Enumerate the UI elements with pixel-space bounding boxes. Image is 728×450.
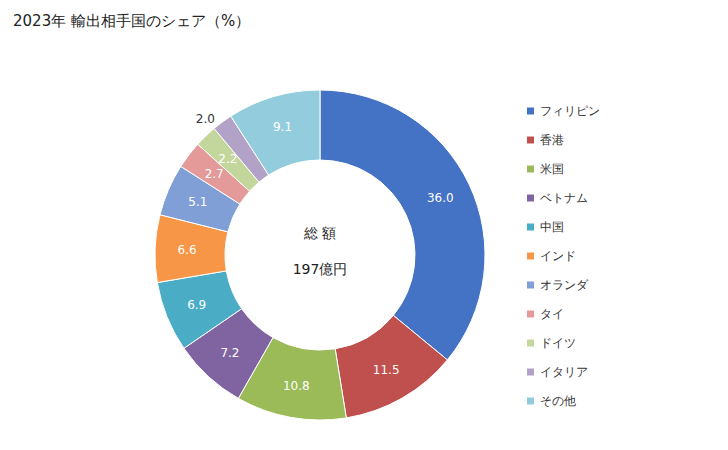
svg-text:6.6: 6.6 bbox=[178, 243, 197, 257]
svg-text:36.0: 36.0 bbox=[427, 191, 454, 205]
svg-text:2023年 輸出相手国のシェア（%）: 2023年 輸出相手国のシェア（%） bbox=[13, 12, 250, 30]
svg-text:10.8: 10.8 bbox=[283, 379, 310, 393]
svg-text:7.2: 7.2 bbox=[220, 346, 239, 360]
svg-text:11.5: 11.5 bbox=[373, 363, 400, 377]
svg-text:9.1: 9.1 bbox=[273, 120, 292, 134]
svg-text:オランダ: オランダ bbox=[540, 278, 589, 292]
svg-text:フィリピン: フィリピン bbox=[540, 104, 600, 118]
svg-text:インド: インド bbox=[540, 249, 576, 263]
svg-text:総 額: 総 額 bbox=[303, 225, 336, 241]
svg-text:香港: 香港 bbox=[540, 133, 564, 147]
svg-text:197億円: 197億円 bbox=[293, 261, 348, 277]
svg-text:タイ: タイ bbox=[540, 307, 564, 321]
svg-text:米国: 米国 bbox=[540, 162, 564, 176]
svg-text:5.1: 5.1 bbox=[188, 195, 207, 209]
svg-text:中国: 中国 bbox=[540, 220, 564, 234]
svg-text:6.9: 6.9 bbox=[187, 298, 206, 312]
svg-text:その他: その他 bbox=[540, 394, 576, 408]
svg-text:2.7: 2.7 bbox=[205, 167, 224, 181]
svg-text:イタリア: イタリア bbox=[540, 365, 588, 379]
svg-text:ドイツ: ドイツ bbox=[540, 336, 576, 350]
svg-text:2.0: 2.0 bbox=[196, 112, 215, 126]
svg-text:ベトナム: ベトナム bbox=[540, 191, 588, 205]
svg-text:2.2: 2.2 bbox=[218, 152, 237, 166]
